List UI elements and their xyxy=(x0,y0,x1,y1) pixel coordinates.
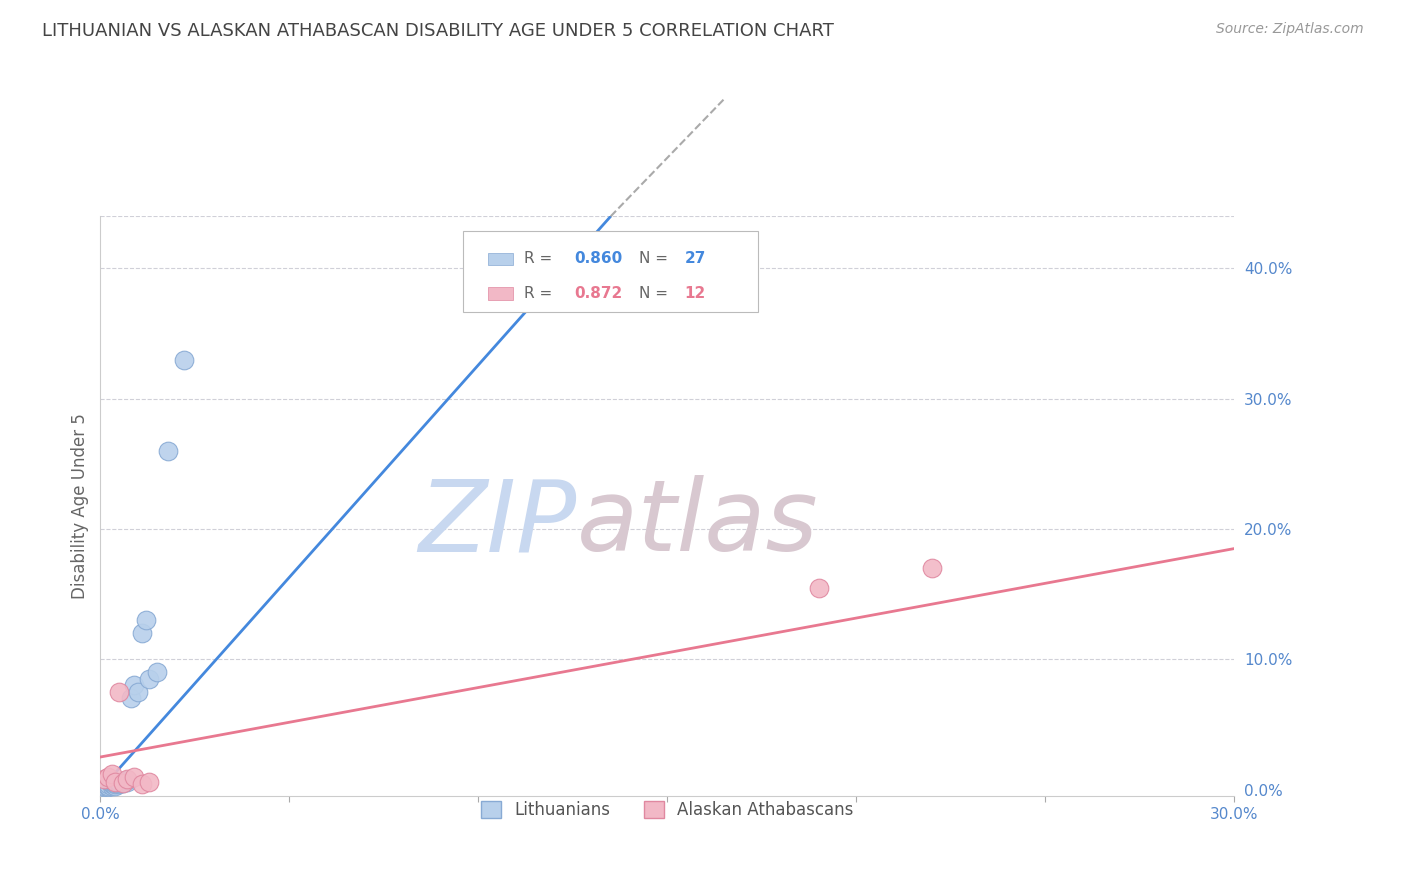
Point xyxy=(93,780,115,794)
Text: ZIP: ZIP xyxy=(419,475,576,572)
Point xyxy=(112,776,135,790)
Point xyxy=(173,352,195,367)
Point xyxy=(100,779,122,793)
Text: N =: N = xyxy=(638,252,673,267)
Point xyxy=(100,767,122,781)
Text: 0.872: 0.872 xyxy=(575,286,623,301)
Point xyxy=(100,777,122,791)
Point xyxy=(93,779,115,793)
Bar xyxy=(488,287,513,300)
Text: LITHUANIAN VS ALASKAN ATHABASCAN DISABILITY AGE UNDER 5 CORRELATION CHART: LITHUANIAN VS ALASKAN ATHABASCAN DISABIL… xyxy=(42,22,834,40)
Point xyxy=(115,774,138,789)
Point xyxy=(104,776,127,790)
Point xyxy=(108,685,131,699)
Text: R =: R = xyxy=(524,286,558,301)
Point xyxy=(124,678,146,692)
Point xyxy=(807,581,830,595)
Point xyxy=(131,626,153,640)
Point xyxy=(135,613,157,627)
Point xyxy=(127,685,149,699)
Point xyxy=(921,561,943,575)
Point xyxy=(120,691,142,706)
Point xyxy=(157,443,180,458)
Point xyxy=(131,777,153,791)
Point xyxy=(108,777,131,791)
Text: R =: R = xyxy=(524,252,558,267)
Point xyxy=(138,672,160,686)
Point xyxy=(97,779,120,793)
Point xyxy=(93,772,115,786)
Text: 27: 27 xyxy=(685,252,706,267)
Point xyxy=(104,777,127,791)
Point xyxy=(108,774,131,789)
Point xyxy=(97,770,120,784)
Bar xyxy=(488,252,513,265)
Point xyxy=(104,774,127,789)
Point xyxy=(115,772,138,786)
Text: atlas: atlas xyxy=(576,475,818,572)
Point xyxy=(112,774,135,789)
Text: N =: N = xyxy=(638,286,673,301)
Point xyxy=(138,774,160,789)
Point xyxy=(104,779,127,793)
Point xyxy=(108,776,131,790)
Y-axis label: Disability Age Under 5: Disability Age Under 5 xyxy=(72,413,89,599)
Point xyxy=(124,770,146,784)
Point xyxy=(112,776,135,790)
FancyBboxPatch shape xyxy=(463,231,758,312)
Text: 12: 12 xyxy=(685,286,706,301)
Point xyxy=(97,777,120,791)
Legend: Lithuanians, Alaskan Athabascans: Lithuanians, Alaskan Athabascans xyxy=(474,794,860,825)
Text: Source: ZipAtlas.com: Source: ZipAtlas.com xyxy=(1216,22,1364,37)
Text: 0.860: 0.860 xyxy=(575,252,623,267)
Point xyxy=(146,665,169,680)
Point xyxy=(115,773,138,788)
Point xyxy=(100,776,122,790)
Point xyxy=(97,780,120,794)
